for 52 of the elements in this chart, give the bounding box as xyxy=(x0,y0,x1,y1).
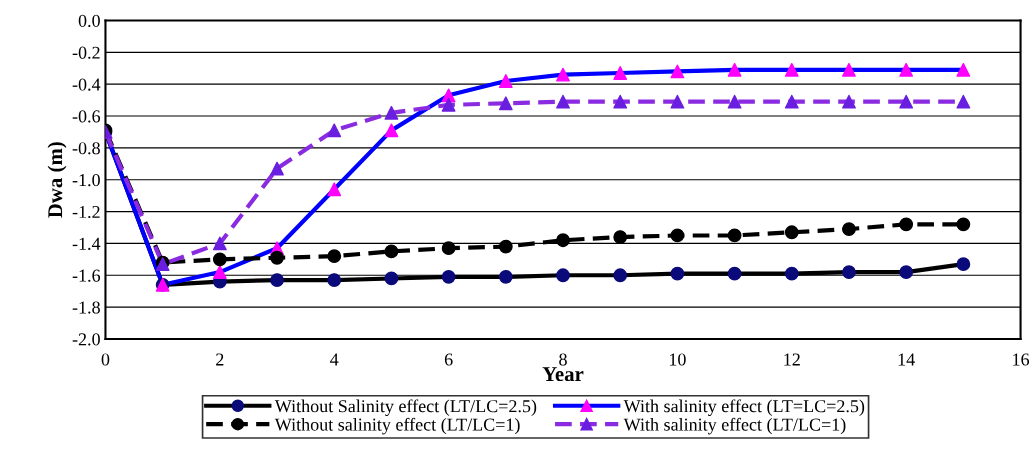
point xyxy=(327,123,342,138)
point xyxy=(498,74,513,88)
y-axis-title: Dwa (m) xyxy=(47,142,67,218)
y-tick-label: -0.8 xyxy=(72,142,100,155)
x-tick-label: 14 xyxy=(898,353,915,366)
y-tick-label: -2.0 xyxy=(72,333,100,346)
point xyxy=(956,94,971,109)
legend-label: With salinity effect (LT=LC=2.5) xyxy=(623,399,865,416)
point xyxy=(498,96,513,111)
x-axis-title: Year xyxy=(542,367,584,382)
x-tick-label: 6 xyxy=(444,353,453,366)
x-tick-label: 10 xyxy=(669,353,686,366)
y-tick-label: 0.0 xyxy=(78,14,100,27)
point xyxy=(727,62,742,77)
point xyxy=(384,123,399,138)
point xyxy=(727,94,742,109)
point xyxy=(670,94,685,109)
point xyxy=(384,105,399,120)
y-tick-label: -1.0 xyxy=(72,173,100,187)
point xyxy=(670,64,685,79)
point xyxy=(212,265,227,279)
legend-label: Without salinity effect (LT/LC=1) xyxy=(274,417,520,435)
y-tick-label: -1.6 xyxy=(72,269,101,282)
legend-label: Without Salinity effect (LT/LC=2.5) xyxy=(274,399,537,416)
x-tick-label: 16 xyxy=(1013,353,1030,366)
y-tick-label: -0.6 xyxy=(72,110,101,123)
point xyxy=(899,62,914,77)
point xyxy=(270,161,284,176)
point xyxy=(842,94,856,109)
y-tick-label: -1.8 xyxy=(72,301,100,314)
legend-label: With salinity effect (LT/LC=1) xyxy=(623,417,846,435)
x-tick-label: 12 xyxy=(784,353,800,366)
point xyxy=(956,62,971,77)
x-tick-label: 0 xyxy=(101,353,110,366)
point xyxy=(784,94,799,109)
point xyxy=(613,94,628,109)
y-tick-label: -0.4 xyxy=(72,78,101,91)
point xyxy=(899,94,914,109)
x-tick-label: 2 xyxy=(216,353,224,366)
point xyxy=(327,182,342,197)
y-tick-label: -0.2 xyxy=(72,46,100,59)
y-tick-label: -1.4 xyxy=(72,237,101,250)
point xyxy=(613,66,628,80)
point xyxy=(784,62,799,77)
point xyxy=(556,67,570,82)
x-tick-label: 8 xyxy=(559,353,567,366)
y-tick-label: -1.2 xyxy=(72,205,100,219)
point xyxy=(842,62,856,77)
point xyxy=(441,97,456,112)
point xyxy=(212,236,227,251)
x-tick-label: 4 xyxy=(330,353,339,366)
point xyxy=(556,94,570,109)
